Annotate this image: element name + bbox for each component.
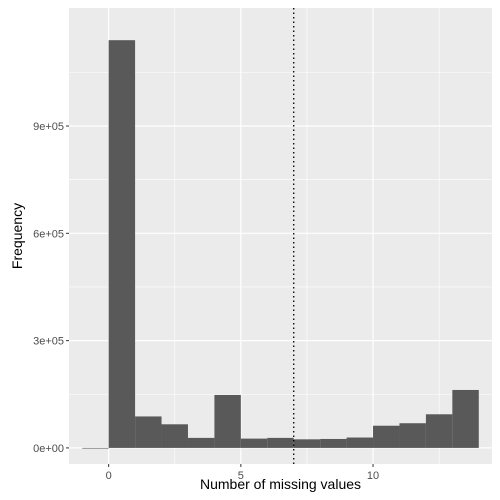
histogram-bar [373, 425, 400, 448]
plot-panel [69, 8, 492, 464]
histogram-bar [293, 439, 321, 448]
histogram-bar [187, 437, 215, 448]
y-tick-label: 3e+05 [33, 336, 64, 348]
x-axis-title: Number of missing values [200, 476, 361, 492]
histogram-bar [161, 424, 188, 448]
histogram-bar [108, 40, 136, 448]
histogram-bar [135, 416, 162, 448]
x-axis: 0 5 10 [106, 464, 379, 482]
x-tick-label: 0 [106, 470, 112, 482]
y-axis-title: Frequency [9, 203, 25, 269]
histogram-bar [399, 423, 426, 448]
histogram-bar [452, 389, 479, 448]
histogram-bar [267, 437, 294, 448]
x-tick-label: 5 [238, 470, 244, 482]
histogram-bar [214, 394, 241, 448]
histogram-bar [320, 438, 347, 448]
histogram-bar [82, 447, 109, 449]
y-tick-label: 6e+05 [33, 228, 64, 240]
histogram-bars [82, 40, 479, 449]
y-axis: 0e+00 3e+05 6e+05 9e+05 [33, 121, 69, 455]
x-tick-label: 10 [367, 470, 379, 482]
histogram-bar [240, 438, 268, 448]
grid-minor-lines [69, 8, 492, 464]
y-tick-label: 9e+05 [33, 121, 64, 133]
histogram-bar [346, 437, 374, 448]
histogram-bar [425, 414, 453, 448]
y-tick-label: 0e+00 [33, 443, 64, 455]
